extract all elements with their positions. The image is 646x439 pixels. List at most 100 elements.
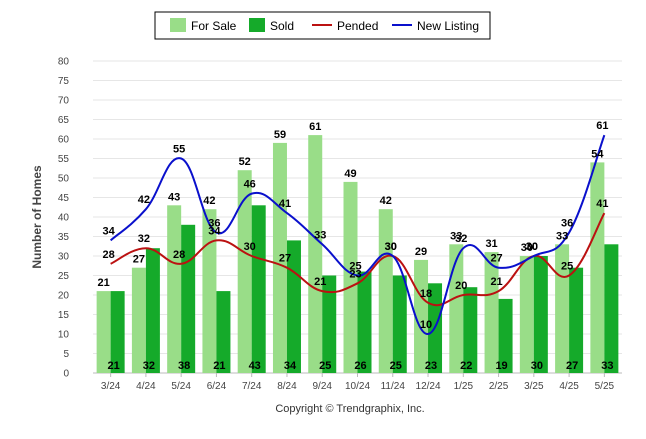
y-tick-label: 65	[58, 115, 70, 126]
label-sold: 30	[531, 360, 543, 372]
label-for-sale: 29	[415, 246, 427, 258]
label-sold: 43	[249, 360, 261, 372]
label-new-listing: 36	[561, 218, 573, 230]
label-sold: 23	[425, 360, 437, 372]
line-series	[109, 134, 606, 335]
label-sold: 25	[390, 360, 402, 372]
label-sold: 21	[108, 360, 120, 372]
legend-label-sold: Sold	[270, 19, 294, 33]
y-tick-label: 45	[58, 193, 70, 204]
x-tick-label: 10/24	[345, 381, 370, 392]
y-tick-label: 75	[58, 76, 70, 87]
y-axis-ticks: 0 5 10 15 20 25 30 35 40 45 50 55 60 65 70 75 80	[58, 57, 70, 380]
y-tick-label: 40	[58, 213, 70, 224]
bar-for-sale	[414, 259, 429, 373]
y-tick-label: 5	[63, 349, 69, 360]
bar-sold	[251, 205, 266, 373]
y-axis-title: Number of Homes	[30, 165, 44, 269]
bar-for-sale	[237, 170, 252, 373]
legend-label-pended: Pended	[337, 19, 378, 33]
label-pended: 28	[173, 249, 185, 261]
bar-sold	[181, 224, 196, 373]
y-tick-label: 15	[58, 310, 70, 321]
label-for-sale: 54	[591, 148, 604, 160]
bar-for-sale	[131, 267, 146, 373]
label-sold: 19	[495, 360, 507, 372]
bar-sold	[392, 275, 407, 373]
label-for-sale: 33	[556, 230, 568, 242]
label-pended: 23	[349, 268, 361, 280]
label-pended: 32	[138, 233, 150, 245]
label-for-sale: 31	[485, 238, 497, 250]
x-tick-label: 8/24	[277, 381, 297, 392]
label-new-listing: 30	[385, 241, 397, 253]
x-tick-label: 7/24	[242, 381, 262, 392]
label-sold: 38	[178, 360, 190, 372]
label-new-listing: 32	[455, 233, 467, 245]
label-sold: 25	[319, 360, 331, 372]
label-new-listing: 55	[173, 144, 185, 156]
label-new-listing: 10	[420, 319, 432, 331]
label-sold: 22	[460, 360, 472, 372]
label-pended: 20	[455, 280, 467, 292]
bar-for-sale	[308, 135, 323, 373]
x-tick-label: 4/24	[136, 381, 156, 392]
label-for-sale: 21	[98, 277, 110, 289]
label-for-sale: 43	[168, 191, 180, 203]
label-pended: 25	[561, 261, 573, 273]
legend: For Sale Sold Pended New Listing	[154, 11, 491, 40]
legend-label-new-listing: New Listing	[417, 19, 479, 33]
bar-sold	[463, 287, 478, 373]
bar-series	[96, 135, 619, 373]
y-tick-label: 50	[58, 174, 70, 185]
bar-sold	[569, 267, 584, 373]
label-new-listing: 34	[103, 225, 116, 237]
bar-for-sale	[272, 142, 287, 373]
y-tick-label: 10	[58, 330, 70, 341]
legend-label-for-sale: For Sale	[191, 19, 237, 33]
label-for-sale: 30	[521, 242, 533, 254]
label-pended: 30	[244, 241, 256, 253]
label-pended: 28	[103, 249, 115, 261]
bar-for-sale	[202, 209, 217, 373]
label-new-listing: 61	[596, 120, 608, 132]
bar-sold	[322, 275, 337, 373]
bar-sold	[110, 291, 125, 373]
y-tick-label: 30	[58, 252, 70, 263]
label-new-listing: 42	[138, 194, 150, 206]
x-tick-label: 3/24	[101, 381, 121, 392]
bar-for-sale	[519, 256, 534, 373]
y-tick-label: 25	[58, 271, 70, 282]
label-sold: 32	[143, 360, 155, 372]
y-tick-label: 60	[58, 135, 70, 146]
label-for-sale: 33	[450, 230, 462, 242]
label-pended: 41	[596, 198, 608, 210]
label-new-listing: 27	[490, 253, 502, 265]
label-for-sale: 42	[203, 195, 215, 207]
legend-swatch-sold	[249, 18, 265, 32]
label-new-listing: 36	[208, 218, 220, 230]
label-sold: 33	[601, 360, 613, 372]
label-new-listing: 25	[349, 261, 361, 273]
label-for-sale: 49	[344, 168, 356, 180]
y-tick-label: 0	[63, 369, 69, 380]
bar-for-sale	[378, 209, 393, 373]
x-tick-label: 2/25	[489, 381, 509, 392]
bar-for-sale	[167, 205, 182, 373]
y-tick-label: 20	[58, 291, 70, 302]
label-sold: 26	[354, 360, 366, 372]
bar-sold	[216, 291, 231, 373]
x-tick-label: 12/24	[416, 381, 441, 392]
label-sold: 34	[284, 360, 297, 372]
x-tick-label: 6/24	[207, 381, 227, 392]
label-sold: 27	[566, 360, 578, 372]
x-tick-label: 5/24	[171, 381, 191, 392]
label-pended: 21	[490, 276, 502, 288]
label-for-sale: 42	[380, 195, 392, 207]
x-tick-label: 1/25	[454, 381, 474, 392]
line-new-listing	[109, 134, 606, 335]
label-new-listing: 46	[244, 179, 256, 191]
bar-sold	[145, 248, 160, 373]
label-for-sale: 27	[133, 254, 145, 266]
